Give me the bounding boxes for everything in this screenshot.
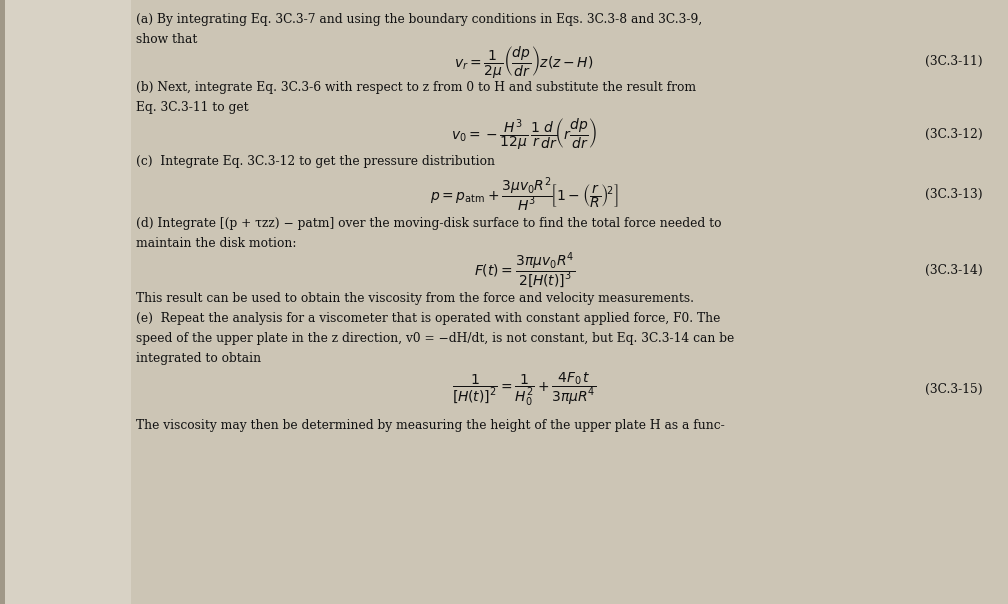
Text: The viscosity may then be determined by measuring the height of the upper plate : The viscosity may then be determined by … (136, 419, 725, 432)
Text: (3C.3-13): (3C.3-13) (925, 188, 983, 201)
Text: $F(t) = \dfrac{3\pi\mu v_0 R^4}{2[H(t)]^3}$: $F(t) = \dfrac{3\pi\mu v_0 R^4}{2[H(t)]^… (474, 250, 575, 290)
Bar (0, 0, 5, 604)
Text: (3C.3-15): (3C.3-15) (925, 383, 983, 396)
Bar (0, 0, 131, 604)
Text: $v_0 = -\dfrac{H^3}{12\mu}\,\dfrac{1}{r}\dfrac{d}{dr}\!\left(r\dfrac{dp}{dr}\rig: $v_0 = -\dfrac{H^3}{12\mu}\,\dfrac{1}{r}… (451, 116, 598, 152)
Text: (3C.3-11): (3C.3-11) (925, 55, 983, 68)
Text: This result can be used to obtain the viscosity from the force and velocity meas: This result can be used to obtain the vi… (136, 292, 695, 306)
Text: (a) By integrating Eq. 3C.3-7 and using the boundary conditions in Eqs. 3C.3-8 a: (a) By integrating Eq. 3C.3-7 and using … (136, 13, 703, 26)
Text: show that: show that (136, 33, 198, 46)
Text: speed of the upper plate in the z direction, v0 = −dH/dt, is not constant, but E: speed of the upper plate in the z direct… (136, 332, 735, 345)
Text: (b) Next, integrate Eq. 3C.3-6 with respect to z from 0 to H and substitute the : (b) Next, integrate Eq. 3C.3-6 with resp… (136, 81, 697, 94)
Text: (3C.3-12): (3C.3-12) (925, 127, 983, 141)
Text: $p = p_{\mathrm{atm}} + \dfrac{3\mu v_0 R^2}{H^3}\!\left[1 - \left(\dfrac{r}{R}\: $p = p_{\mathrm{atm}} + \dfrac{3\mu v_0 … (429, 175, 619, 214)
Text: (d) Integrate [(p + τzz) − patm] over the moving-disk surface to find the total : (d) Integrate [(p + τzz) − patm] over th… (136, 217, 722, 230)
Text: $v_r = \dfrac{1}{2\mu}\left(\dfrac{dp}{dr}\right)z(z-H)$: $v_r = \dfrac{1}{2\mu}\left(\dfrac{dp}{d… (455, 43, 594, 80)
Text: (c)  Integrate Eq. 3C.3-12 to get the pressure distribution: (c) Integrate Eq. 3C.3-12 to get the pre… (136, 155, 495, 169)
Text: maintain the disk motion:: maintain the disk motion: (136, 237, 296, 250)
Text: (e)  Repeat the analysis for a viscometer that is operated with constant applied: (e) Repeat the analysis for a viscometer… (136, 312, 721, 326)
Text: $\dfrac{1}{[H(t)]^2} = \dfrac{1}{H_0^2} + \dfrac{4F_0\,t}{3\pi\mu R^4}$: $\dfrac{1}{[H(t)]^2} = \dfrac{1}{H_0^2} … (452, 371, 597, 408)
Text: integrated to obtain: integrated to obtain (136, 352, 261, 365)
Text: (3C.3-14): (3C.3-14) (925, 263, 983, 277)
Text: Eq. 3C.3-11 to get: Eq. 3C.3-11 to get (136, 101, 249, 114)
